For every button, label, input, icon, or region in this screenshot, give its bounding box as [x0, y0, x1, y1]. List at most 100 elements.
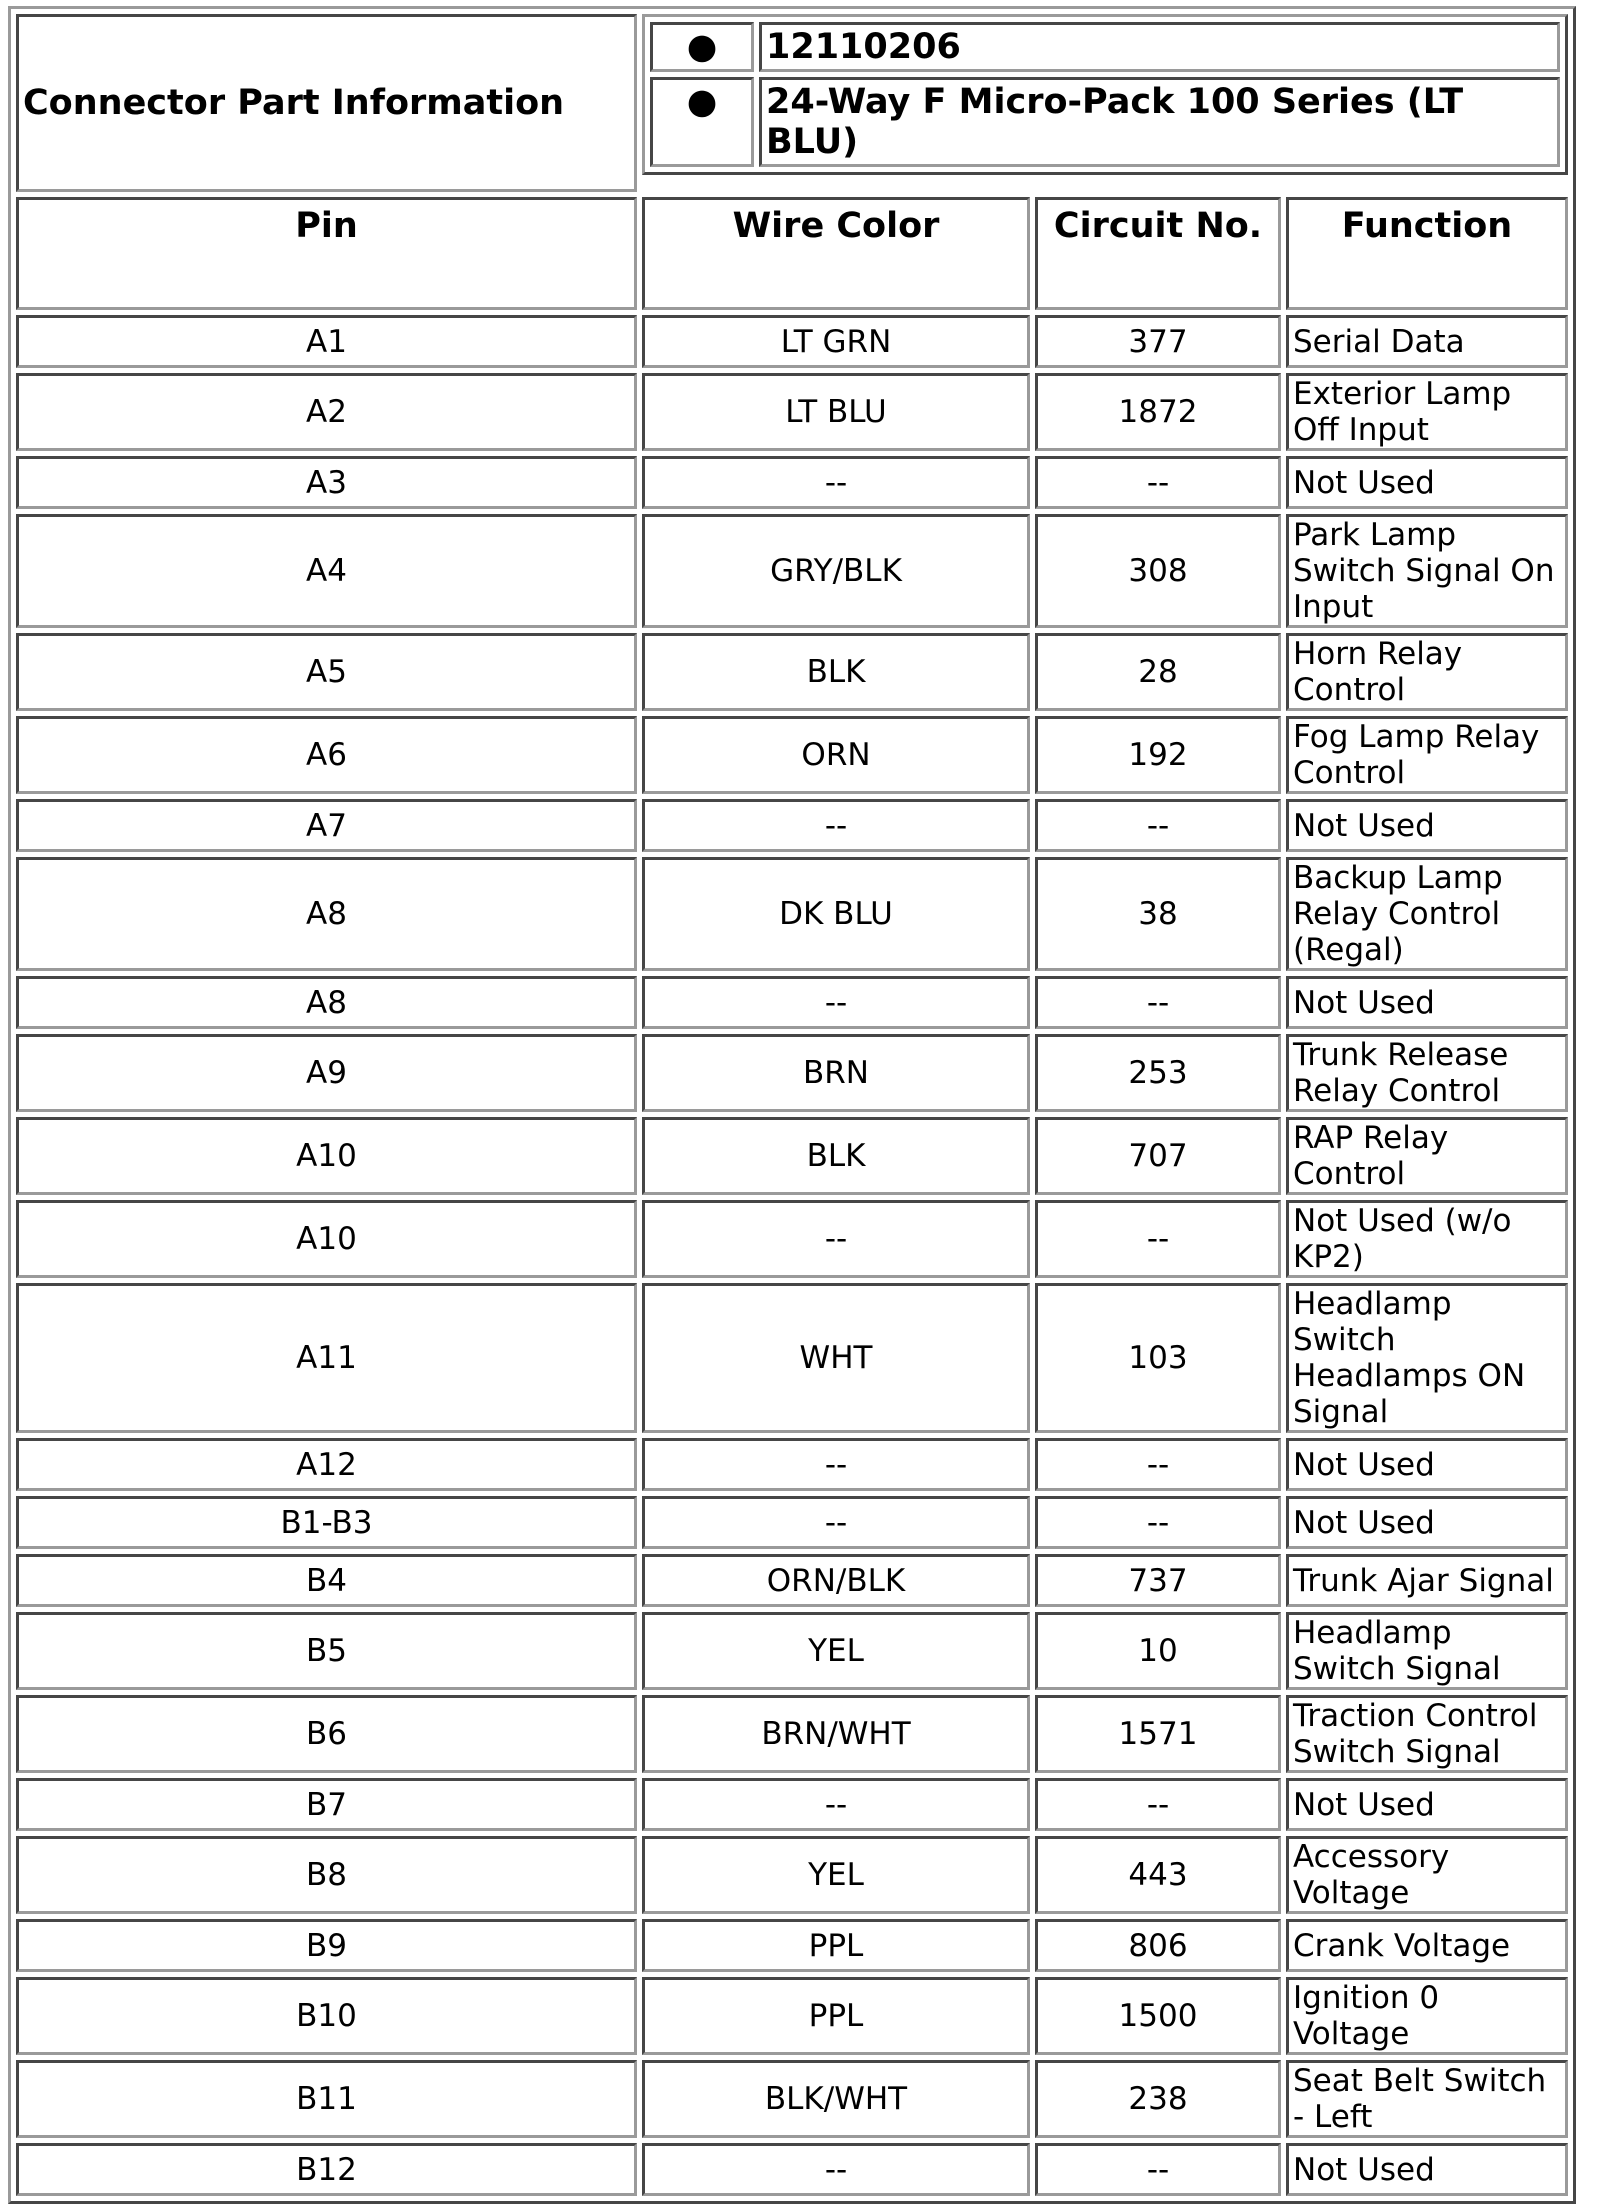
cell-pin: B12: [16, 2143, 637, 2196]
cell-pin: A8: [16, 976, 637, 1029]
table-row: A6 ORN 192 Fog Lamp Relay Control: [16, 716, 1568, 794]
cell-function: Not Used: [1286, 976, 1568, 1029]
column-header-row: Pin Wire Color Circuit No. Function: [16, 197, 1568, 310]
cell-function: Not Used: [1286, 1778, 1568, 1831]
cell-pin: B9: [16, 1919, 637, 1972]
cell-circuit-no: 1571: [1035, 1695, 1281, 1773]
cell-function: Serial Data: [1286, 315, 1568, 368]
connector-info-cell: ● 12110206 ● 24-Way F Micro-Pack 100 Ser…: [642, 14, 1568, 192]
cell-function: Accessory Voltage: [1286, 1836, 1568, 1914]
cell-function: Not Used: [1286, 2143, 1568, 2196]
cell-wire-color: ORN: [642, 716, 1030, 794]
info-item: ● 24-Way F Micro-Pack 100 Series (LT BLU…: [650, 77, 1560, 167]
cell-circuit-no: --: [1035, 456, 1281, 509]
table-row: A5 BLK 28 Horn Relay Control: [16, 633, 1568, 711]
cell-pin: B11: [16, 2060, 637, 2138]
bullet-icon: ●: [650, 22, 754, 72]
table-row: A11 WHT 103 Headlamp Switch Headlamps ON Si…: [16, 1283, 1568, 1433]
table-row: A12 -- -- Not Used: [16, 1438, 1568, 1491]
cell-pin: A4: [16, 514, 637, 628]
cell-wire-color: --: [642, 1200, 1030, 1278]
bullet-icon: ●: [650, 77, 754, 167]
cell-pin: B10: [16, 1977, 637, 2055]
cell-circuit-no: 707: [1035, 1117, 1281, 1195]
cell-wire-color: LT GRN: [642, 315, 1030, 368]
cell-wire-color: BRN/WHT: [642, 1695, 1030, 1773]
cell-circuit-no: 28: [1035, 633, 1281, 711]
cell-pin: B7: [16, 1778, 637, 1831]
cell-function: Exterior Lamp Off Input: [1286, 373, 1568, 451]
cell-wire-color: --: [642, 1438, 1030, 1491]
cell-function: Not Used: [1286, 1496, 1568, 1549]
table-row: B12 -- -- Not Used: [16, 2143, 1568, 2196]
cell-circuit-no: --: [1035, 1438, 1281, 1491]
table-row: B7 -- -- Not Used: [16, 1778, 1568, 1831]
cell-circuit-no: 38: [1035, 857, 1281, 971]
cell-circuit-no: --: [1035, 1200, 1281, 1278]
cell-circuit-no: 443: [1035, 1836, 1281, 1914]
cell-wire-color: PPL: [642, 1977, 1030, 2055]
cell-pin: A1: [16, 315, 637, 368]
cell-wire-color: WHT: [642, 1283, 1030, 1433]
column-header-pin: Pin: [16, 197, 637, 310]
cell-circuit-no: 253: [1035, 1034, 1281, 1112]
cell-pin: A11: [16, 1283, 637, 1433]
cell-wire-color: --: [642, 1496, 1030, 1549]
cell-circuit-no: --: [1035, 1778, 1281, 1831]
cell-function: Not Used: [1286, 799, 1568, 852]
table-row: A1 LT GRN 377 Serial Data: [16, 315, 1568, 368]
cell-wire-color: PPL: [642, 1919, 1030, 1972]
cell-pin: A3: [16, 456, 637, 509]
cell-function: Backup Lamp Relay Control (Regal): [1286, 857, 1568, 971]
cell-wire-color: BLK/WHT: [642, 2060, 1030, 2138]
cell-circuit-no: 192: [1035, 716, 1281, 794]
cell-wire-color: ORN/BLK: [642, 1554, 1030, 1607]
cell-circuit-no: --: [1035, 2143, 1281, 2196]
table-row: B8 YEL 443 Accessory Voltage: [16, 1836, 1568, 1914]
cell-circuit-no: 1872: [1035, 373, 1281, 451]
cell-circuit-no: 1500: [1035, 1977, 1281, 2055]
cell-function: Headlamp Switch Headlamps ON Signal: [1286, 1283, 1568, 1433]
table-row: A7 -- -- Not Used: [16, 799, 1568, 852]
cell-pin: A10: [16, 1117, 637, 1195]
cell-circuit-no: 377: [1035, 315, 1281, 368]
cell-wire-color: --: [642, 1778, 1030, 1831]
cell-circuit-no: --: [1035, 1496, 1281, 1549]
cell-circuit-no: 10: [1035, 1612, 1281, 1690]
cell-pin: B8: [16, 1836, 637, 1914]
cell-pin: B1-B3: [16, 1496, 637, 1549]
cell-function: Crank Voltage: [1286, 1919, 1568, 1972]
cell-circuit-no: 103: [1035, 1283, 1281, 1433]
cell-pin: A10: [16, 1200, 637, 1278]
cell-pin: A8: [16, 857, 637, 971]
cell-function: Trunk Ajar Signal: [1286, 1554, 1568, 1607]
table-row: B9 PPL 806 Crank Voltage: [16, 1919, 1568, 1972]
cell-function: Trunk Release Relay Control: [1286, 1034, 1568, 1112]
table-row: A10 BLK 707 RAP Relay Control: [16, 1117, 1568, 1195]
cell-circuit-no: 806: [1035, 1919, 1281, 1972]
cell-pin: A6: [16, 716, 637, 794]
cell-wire-color: --: [642, 2143, 1030, 2196]
table-row: A8 DK BLU 38 Backup Lamp Relay Control (Reg…: [16, 857, 1568, 971]
table-row: B5 YEL 10 Headlamp Switch Signal: [16, 1612, 1568, 1690]
cell-pin: A12: [16, 1438, 637, 1491]
cell-function: Horn Relay Control: [1286, 633, 1568, 711]
table-row: A2 LT BLU 1872 Exterior Lamp Off Input: [16, 373, 1568, 451]
cell-wire-color: --: [642, 799, 1030, 852]
info-item: ● 12110206: [650, 22, 1560, 72]
table-row: B11 BLK/WHT 238 Seat Belt Switch - Left: [16, 2060, 1568, 2138]
cell-function: RAP Relay Control: [1286, 1117, 1568, 1195]
table-row: A4 GRY/BLK 308 Park Lamp Switch Signal On I…: [16, 514, 1568, 628]
cell-pin: B6: [16, 1695, 637, 1773]
cell-function: Ignition 0 Voltage: [1286, 1977, 1568, 2055]
cell-circuit-no: --: [1035, 799, 1281, 852]
cell-pin: B4: [16, 1554, 637, 1607]
cell-function: Not Used: [1286, 456, 1568, 509]
table-row: B1-B3 -- -- Not Used: [16, 1496, 1568, 1549]
part-number: 12110206: [759, 22, 1560, 72]
cell-pin: A5: [16, 633, 637, 711]
column-header-function: Function: [1286, 197, 1568, 310]
cell-pin: B5: [16, 1612, 637, 1690]
table-row: A8 -- -- Not Used: [16, 976, 1568, 1029]
table-row: A9 BRN 253 Trunk Release Relay Control: [16, 1034, 1568, 1112]
